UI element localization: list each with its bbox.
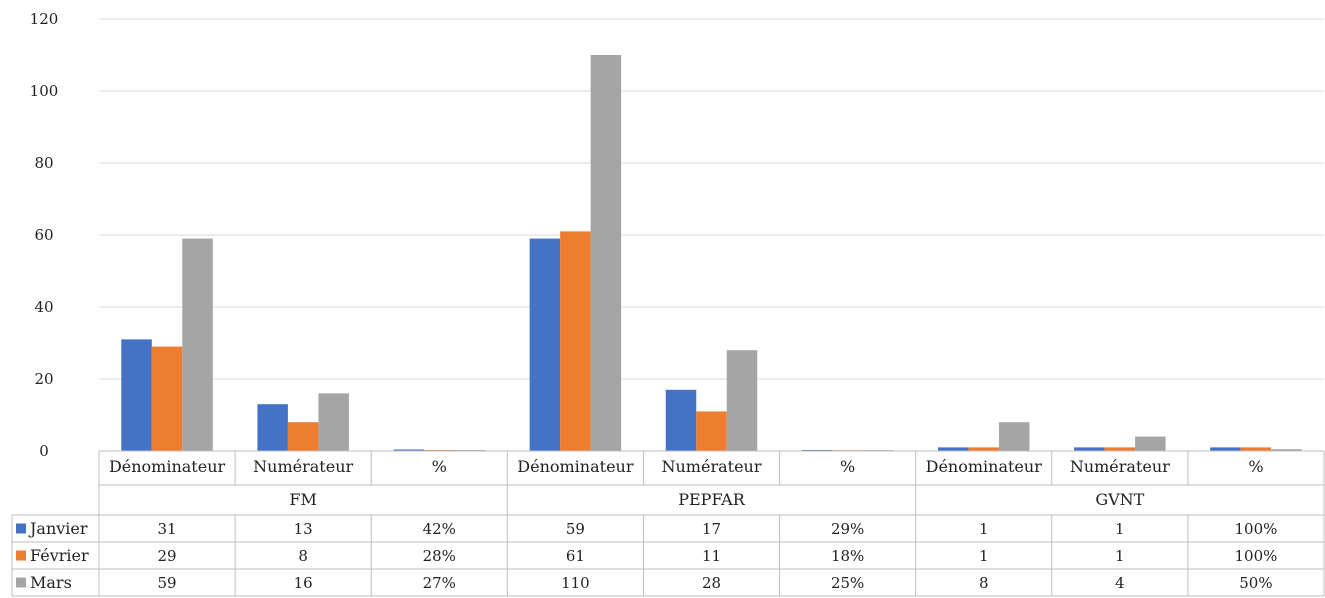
- table-cell: 59: [566, 520, 585, 538]
- y-tick-label: 80: [34, 154, 53, 172]
- legend-label: Mars: [30, 573, 72, 592]
- bar: [318, 393, 349, 451]
- table-cell: 1: [979, 520, 989, 538]
- table-cell: 110: [561, 574, 590, 592]
- table-cell: 17: [702, 520, 721, 538]
- x-category-label: Dénominateur: [109, 457, 226, 476]
- x-category-label: Numérateur: [662, 457, 762, 476]
- bar: [424, 449, 455, 451]
- bar: [121, 339, 152, 451]
- legend-swatch: [16, 577, 26, 588]
- bar: [665, 389, 697, 451]
- bar: [998, 422, 1030, 451]
- table-cell: 50%: [1239, 574, 1272, 592]
- legend-swatch: [16, 550, 26, 561]
- bar: [968, 447, 999, 451]
- y-tick-label: 20: [34, 370, 53, 388]
- table-cell: 1: [1115, 520, 1125, 538]
- table-cell: 18%: [831, 547, 864, 565]
- x-group-label: PEPFAR: [678, 490, 745, 509]
- x-category-label: Numérateur: [253, 457, 353, 476]
- legend-swatch: [16, 523, 26, 534]
- bar: [287, 422, 319, 451]
- table-cell: 61: [566, 547, 585, 565]
- bar: [1210, 447, 1241, 451]
- table-cell: 31: [158, 520, 177, 538]
- x-category-label: Dénominateur: [926, 457, 1043, 476]
- y-tick-label: 40: [34, 298, 53, 316]
- bar: [801, 449, 833, 451]
- table-cell: 59: [158, 574, 177, 592]
- bar: [560, 231, 591, 451]
- bar: [529, 238, 561, 451]
- table-cell: 28%: [423, 547, 456, 565]
- table-cell: 27%: [423, 574, 456, 592]
- bar: [1135, 436, 1166, 451]
- table-cell: 42%: [423, 520, 456, 538]
- table-cell: 13: [294, 520, 313, 538]
- x-category-label: %: [1248, 457, 1263, 476]
- legend-label: Janvier: [28, 519, 88, 538]
- bar: [726, 350, 758, 451]
- bar: [1074, 447, 1105, 451]
- table-cell: 8: [979, 574, 989, 592]
- bar: [696, 411, 727, 451]
- table-cell: 29: [158, 547, 177, 565]
- y-tick-label: 100: [30, 82, 59, 100]
- table-cell: 11: [702, 547, 721, 565]
- table-cell: 29%: [831, 520, 864, 538]
- x-category-label: %: [840, 457, 855, 476]
- table-cell: 1: [979, 547, 989, 565]
- table-cell: 100%: [1234, 520, 1277, 538]
- y-tick-label: 0: [39, 442, 49, 460]
- table-cell: 100%: [1234, 547, 1277, 565]
- x-group-label: FM: [289, 490, 316, 509]
- x-category-label: %: [432, 457, 447, 476]
- y-tick-label: 120: [30, 10, 59, 28]
- table-cell: 1: [1115, 547, 1125, 565]
- legend-label: Février: [30, 546, 89, 565]
- bar: [257, 404, 288, 451]
- table-cell: 25%: [831, 574, 864, 592]
- x-category-label: Numérateur: [1070, 457, 1170, 476]
- bar: [393, 449, 425, 451]
- bar: [182, 238, 213, 451]
- bar: [151, 346, 183, 451]
- table-cell: 8: [298, 547, 308, 565]
- bar: [1271, 449, 1302, 451]
- table-cell: 16: [294, 574, 313, 592]
- bar: [1240, 447, 1272, 451]
- table-cell: 4: [1115, 574, 1125, 592]
- bar: [937, 447, 969, 451]
- table-cell: 28: [702, 574, 721, 592]
- bar: [590, 55, 622, 451]
- x-group-label: GVNT: [1095, 490, 1144, 509]
- y-tick-label: 60: [34, 226, 53, 244]
- bar: [1104, 447, 1136, 451]
- x-category-label: Dénominateur: [517, 457, 634, 476]
